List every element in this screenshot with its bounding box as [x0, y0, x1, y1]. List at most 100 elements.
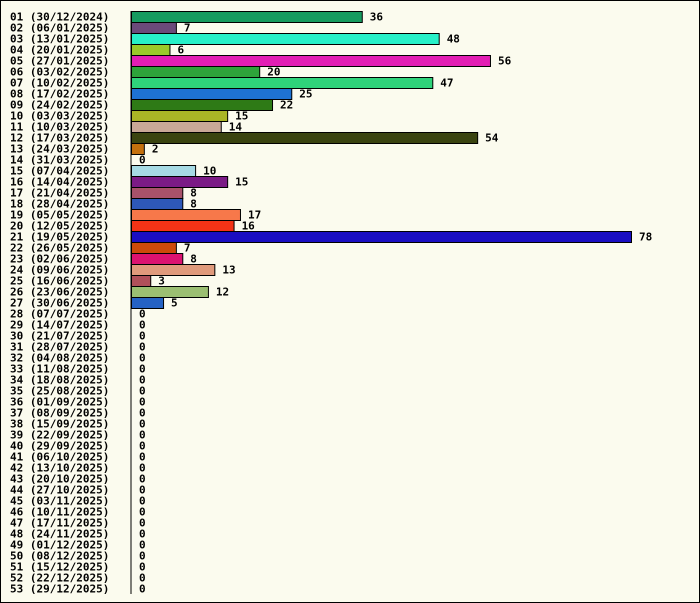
bar: [131, 242, 177, 254]
data-label: 0: [139, 396, 146, 409]
data-label: 0: [139, 484, 146, 497]
bar: [131, 220, 235, 232]
data-label: 7: [184, 242, 191, 255]
category-label: 46 (10/11/2025): [10, 506, 109, 519]
data-label: 0: [139, 561, 146, 574]
bar: [131, 176, 229, 188]
data-label: 78: [639, 231, 652, 244]
data-label: 0: [139, 407, 146, 420]
data-label: 0: [139, 154, 146, 167]
category-label: 24 (09/06/2025): [10, 264, 109, 277]
category-label: 08 (17/02/2025): [10, 88, 109, 101]
bar: [131, 143, 145, 155]
data-label: 0: [139, 440, 146, 453]
category-label: 18 (28/04/2025): [10, 198, 109, 211]
category-label: 13 (24/03/2025): [10, 143, 109, 156]
data-label: 0: [139, 473, 146, 486]
bar: [131, 264, 216, 276]
category-label: 49 (01/12/2025): [10, 539, 109, 552]
data-label: 56: [498, 55, 512, 68]
category-label: 21 (19/05/2025): [10, 231, 109, 244]
data-label: 0: [139, 539, 146, 552]
bar: [131, 121, 222, 133]
category-label: 36 (01/09/2025): [10, 396, 109, 409]
category-label: 50 (08/12/2025): [10, 550, 109, 563]
data-label: 0: [139, 506, 146, 519]
data-label: 8: [190, 198, 197, 211]
data-label: 0: [139, 572, 146, 585]
bar: [131, 88, 293, 100]
category-label: 20 (12/05/2025): [10, 220, 109, 233]
data-label: 0: [139, 418, 146, 431]
data-label: 54: [485, 132, 499, 145]
category-label: 28 (07/07/2025): [10, 308, 109, 321]
category-label: 16 (14/04/2025): [10, 176, 109, 189]
data-label: 3: [158, 275, 165, 288]
category-label: 41 (06/10/2025): [10, 451, 109, 464]
category-label: 09 (24/02/2025): [10, 99, 109, 112]
category-label: 48 (24/11/2025): [10, 528, 109, 541]
bar: [131, 297, 165, 309]
bar: [131, 253, 184, 265]
category-label: 31 (28/07/2025): [10, 341, 109, 354]
category-label: 30 (21/07/2025): [10, 330, 109, 343]
data-label: 7: [184, 22, 191, 35]
bar: [131, 198, 184, 210]
data-label: 0: [139, 341, 146, 354]
category-label: 17 (21/04/2025): [10, 187, 109, 200]
category-label: 52 (22/12/2025): [10, 572, 109, 585]
category-label: 25 (16/06/2025): [10, 275, 109, 288]
category-label: 27 (30/06/2025): [10, 297, 109, 310]
category-label: 23 (02/06/2025): [10, 253, 109, 266]
category-label: 02 (06/01/2025): [10, 22, 109, 35]
bar: [131, 165, 197, 177]
data-label: 0: [139, 363, 146, 376]
data-label: 16: [242, 220, 256, 233]
category-label: 38 (15/09/2025): [10, 418, 109, 431]
bar: [131, 187, 184, 199]
category-label: 19 (05/05/2025): [10, 209, 109, 222]
data-label: 0: [139, 308, 146, 321]
bar: [131, 110, 229, 122]
bar: [131, 231, 632, 243]
category-label: 39 (22/09/2025): [10, 429, 109, 442]
category-label: 12 (17/03/2025): [10, 132, 109, 145]
data-label: 0: [139, 583, 146, 596]
bar: [131, 99, 274, 111]
data-label: 0: [139, 451, 146, 464]
bar: [131, 132, 479, 144]
category-label: 45 (03/11/2025): [10, 495, 109, 508]
category-label: 53 (29/12/2025): [10, 583, 109, 596]
category-label: 07 (10/02/2025): [10, 77, 109, 90]
category-label: 43 (20/10/2025): [10, 473, 109, 486]
data-label: 0: [139, 528, 146, 541]
data-label: 0: [139, 374, 146, 387]
data-label: 8: [190, 253, 197, 266]
category-label: 29 (14/07/2025): [10, 319, 109, 332]
data-label: 0: [139, 462, 146, 475]
data-label: 13: [222, 264, 235, 277]
bar: [131, 209, 241, 221]
bar: [131, 286, 209, 298]
data-label: 25: [299, 88, 312, 101]
category-label: 11 (10/03/2025): [10, 121, 109, 134]
bar: [131, 66, 261, 78]
category-label: 03 (13/01/2025): [10, 33, 109, 46]
bar: [131, 55, 491, 67]
category-label: 51 (15/12/2025): [10, 561, 109, 574]
category-label: 33 (11/08/2025): [10, 363, 109, 376]
category-label: 22 (26/05/2025): [10, 242, 109, 255]
category-label: 35 (25/08/2025): [10, 385, 109, 398]
bar: [131, 11, 363, 23]
category-label: 47 (17/11/2025): [10, 517, 109, 530]
data-label: 0: [139, 385, 146, 398]
category-label: 34 (18/08/2025): [10, 374, 109, 387]
data-label: 36: [370, 11, 384, 24]
data-label: 17: [248, 209, 261, 222]
bar: [131, 77, 434, 89]
data-label: 0: [139, 352, 146, 365]
data-label: 0: [139, 319, 146, 332]
category-label: 05 (27/01/2025): [10, 55, 109, 68]
data-label: 48: [447, 33, 460, 46]
